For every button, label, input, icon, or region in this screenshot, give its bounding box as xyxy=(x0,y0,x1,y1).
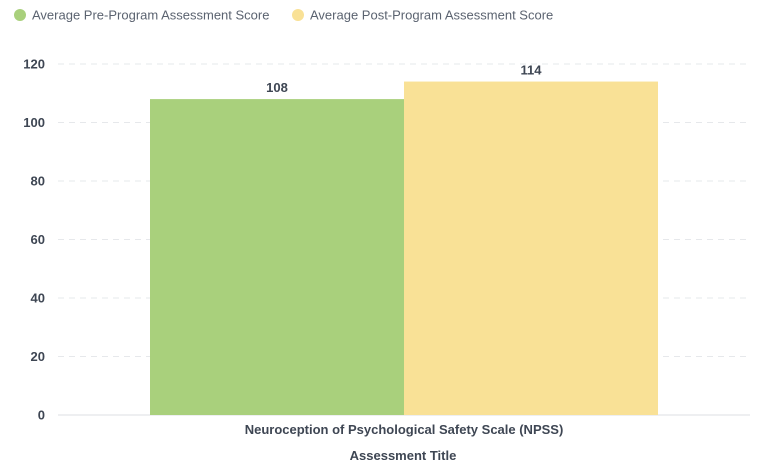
legend: Average Pre-Program Assessment Score Aver… xyxy=(14,8,553,23)
legend-swatch-1 xyxy=(292,9,304,21)
y-tick-label-60: 60 xyxy=(31,232,45,247)
y-tick-label-20: 20 xyxy=(31,349,45,364)
data-label-0-0: 108 xyxy=(266,80,288,95)
x-axis-title: Assessment Title xyxy=(350,448,457,463)
x-axis: Neuroception of Psychological Safety Sca… xyxy=(245,422,564,437)
y-tick-label-0: 0 xyxy=(38,408,45,423)
y-axis: 0 20 40 60 80 100 120 xyxy=(23,57,45,423)
data-label-1-0: 114 xyxy=(521,63,543,78)
bar-0-0[interactable] xyxy=(150,99,404,415)
y-tick-label-120: 120 xyxy=(23,57,45,72)
bar-1-0[interactable] xyxy=(404,81,658,416)
y-tick-label-100: 100 xyxy=(23,115,45,130)
y-tick-label-40: 40 xyxy=(31,291,45,306)
y-tick-label-80: 80 xyxy=(31,174,45,189)
legend-label-1[interactable]: Average Post-Program Assessment Score xyxy=(310,8,553,23)
x-tick-label-0: Neuroception of Psychological Safety Sca… xyxy=(245,422,564,437)
legend-swatch-0 xyxy=(14,9,26,21)
legend-label-0[interactable]: Average Pre-Program Assessment Score xyxy=(32,8,269,23)
bars: 108 114 xyxy=(150,63,658,416)
